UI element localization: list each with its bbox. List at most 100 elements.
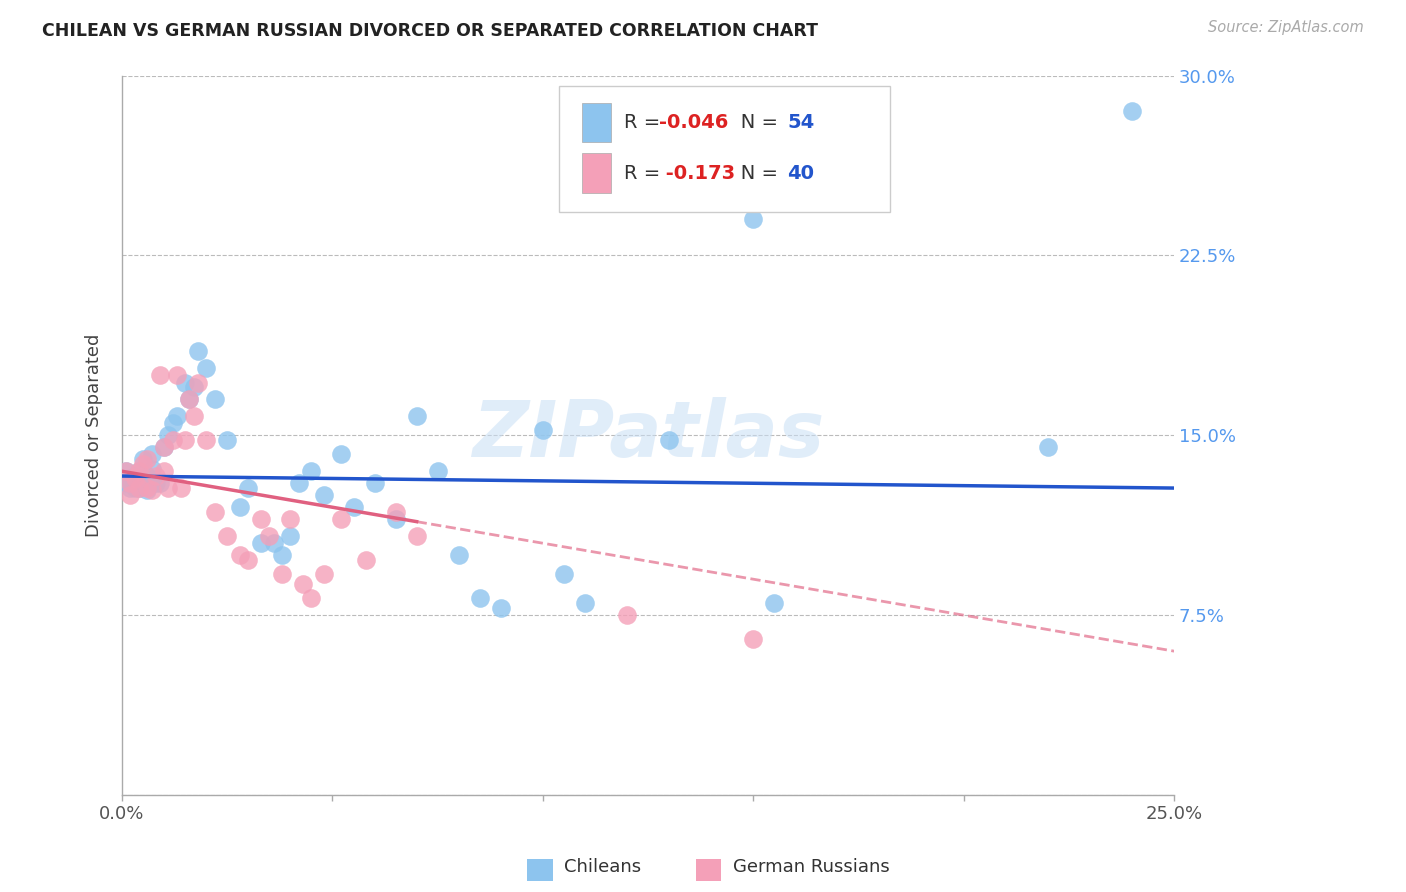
Point <box>145 476 167 491</box>
Point <box>128 464 150 478</box>
Text: 54: 54 <box>787 113 814 132</box>
Point <box>280 529 302 543</box>
Point <box>271 567 294 582</box>
Point <box>763 596 786 610</box>
Point <box>124 471 146 485</box>
Point <box>132 452 155 467</box>
Point <box>329 512 352 526</box>
Point <box>329 448 352 462</box>
Bar <box>582 153 612 193</box>
Point <box>136 483 159 498</box>
Point <box>166 409 188 423</box>
Point <box>183 380 205 394</box>
Point <box>342 500 364 515</box>
Point <box>124 481 146 495</box>
Point <box>174 376 197 390</box>
Point <box>132 476 155 491</box>
Point <box>405 409 427 423</box>
Point <box>742 212 765 227</box>
Point <box>204 392 226 407</box>
Point <box>384 512 406 526</box>
Point <box>141 483 163 498</box>
Point <box>531 424 554 438</box>
Point <box>250 536 273 550</box>
Point <box>149 368 172 383</box>
Text: Chileans: Chileans <box>564 858 641 876</box>
Point <box>217 433 239 447</box>
Point <box>1036 440 1059 454</box>
Point <box>136 481 159 495</box>
Point <box>217 529 239 543</box>
Bar <box>582 103 612 143</box>
Point <box>229 500 252 515</box>
Point <box>447 548 470 562</box>
Point <box>128 481 150 495</box>
Text: N =: N = <box>721 113 785 132</box>
Text: R =: R = <box>624 163 666 183</box>
Point <box>149 476 172 491</box>
Y-axis label: Divorced or Separated: Divorced or Separated <box>86 334 103 537</box>
Point <box>128 481 150 495</box>
Point <box>299 591 322 606</box>
Point <box>162 417 184 431</box>
Point <box>115 476 138 491</box>
Text: 40: 40 <box>787 163 814 183</box>
Point <box>120 471 142 485</box>
Point <box>141 448 163 462</box>
Point <box>742 632 765 647</box>
Point <box>553 567 575 582</box>
Point <box>153 440 176 454</box>
Point <box>195 361 218 376</box>
Point <box>157 481 180 495</box>
Text: Source: ZipAtlas.com: Source: ZipAtlas.com <box>1208 20 1364 35</box>
Point <box>124 469 146 483</box>
Point <box>136 452 159 467</box>
Point <box>280 512 302 526</box>
Point <box>574 596 596 610</box>
Point <box>259 529 281 543</box>
Point <box>195 433 218 447</box>
Point <box>132 457 155 471</box>
Point <box>124 476 146 491</box>
Point <box>141 462 163 476</box>
Point <box>363 476 385 491</box>
Point <box>271 548 294 562</box>
Point <box>468 591 491 606</box>
FancyBboxPatch shape <box>558 87 890 212</box>
Text: ZIPatlas: ZIPatlas <box>472 397 824 474</box>
Point <box>426 464 449 478</box>
Point <box>616 608 638 623</box>
Point <box>179 392 201 407</box>
Point <box>115 464 138 478</box>
Point <box>658 433 681 447</box>
Text: N =: N = <box>721 163 785 183</box>
Text: CHILEAN VS GERMAN RUSSIAN DIVORCED OR SEPARATED CORRELATION CHART: CHILEAN VS GERMAN RUSSIAN DIVORCED OR SE… <box>42 22 818 40</box>
Point <box>489 601 512 615</box>
Point <box>405 529 427 543</box>
Point <box>384 505 406 519</box>
Text: -0.173: -0.173 <box>658 163 735 183</box>
Point <box>312 488 335 502</box>
Point <box>153 440 176 454</box>
Point <box>120 488 142 502</box>
Text: R =: R = <box>624 113 666 132</box>
Point <box>238 481 260 495</box>
Text: German Russians: German Russians <box>733 858 889 876</box>
Point <box>187 376 209 390</box>
Point <box>204 505 226 519</box>
Point <box>250 512 273 526</box>
Point <box>229 548 252 562</box>
Point <box>145 469 167 483</box>
Point <box>136 469 159 483</box>
Point <box>1121 104 1143 119</box>
Point <box>179 392 201 407</box>
Point <box>120 481 142 495</box>
Point <box>238 553 260 567</box>
Point <box>354 553 377 567</box>
Point <box>174 433 197 447</box>
Point <box>288 476 311 491</box>
Point <box>187 344 209 359</box>
Point <box>115 464 138 478</box>
Point <box>128 464 150 478</box>
Point <box>170 481 193 495</box>
